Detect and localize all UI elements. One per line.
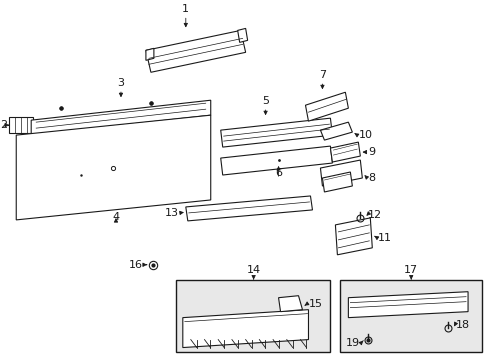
Text: 4: 4	[112, 212, 119, 222]
Text: 12: 12	[367, 210, 382, 220]
Polygon shape	[278, 296, 302, 312]
Text: 18: 18	[455, 320, 469, 330]
Text: 11: 11	[378, 233, 391, 243]
Polygon shape	[185, 196, 312, 221]
Text: 5: 5	[262, 96, 268, 106]
Polygon shape	[16, 115, 210, 220]
Polygon shape	[320, 160, 362, 186]
Text: 1: 1	[182, 4, 189, 14]
Polygon shape	[347, 292, 467, 318]
Text: 7: 7	[318, 70, 325, 80]
FancyBboxPatch shape	[176, 280, 330, 352]
Polygon shape	[335, 218, 371, 255]
Text: 16: 16	[129, 260, 142, 270]
Polygon shape	[322, 172, 352, 192]
Polygon shape	[220, 118, 332, 147]
Text: 17: 17	[403, 265, 417, 275]
Text: 8: 8	[367, 173, 375, 183]
Text: 15: 15	[308, 299, 322, 309]
Polygon shape	[330, 142, 360, 162]
Text: 19: 19	[346, 338, 360, 347]
Polygon shape	[145, 30, 245, 72]
Text: 3: 3	[117, 78, 124, 88]
Polygon shape	[31, 100, 210, 135]
Text: 2: 2	[0, 120, 7, 130]
FancyBboxPatch shape	[340, 280, 481, 352]
Text: 13: 13	[164, 208, 179, 218]
Polygon shape	[9, 117, 39, 133]
Text: 6: 6	[274, 168, 282, 178]
Text: 9: 9	[367, 147, 375, 157]
Text: 10: 10	[358, 130, 371, 140]
Polygon shape	[305, 92, 347, 121]
Polygon shape	[320, 122, 352, 140]
Polygon shape	[145, 48, 154, 60]
Polygon shape	[220, 146, 332, 175]
Text: 14: 14	[246, 265, 260, 275]
Polygon shape	[183, 310, 308, 347]
Polygon shape	[237, 28, 247, 42]
